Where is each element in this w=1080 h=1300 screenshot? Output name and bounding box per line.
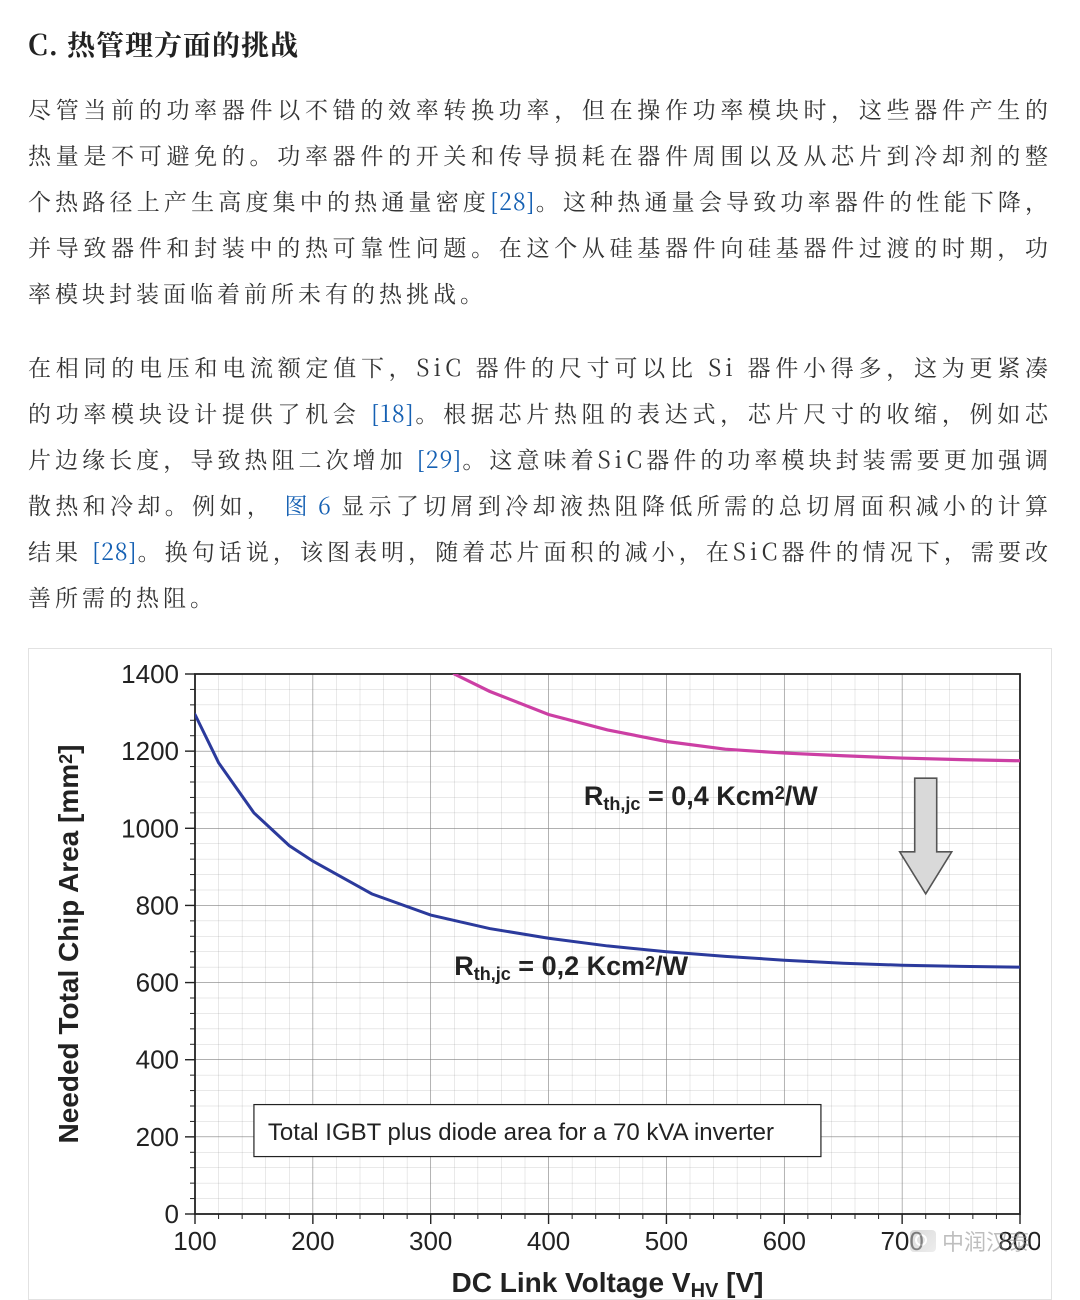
svg-text:1200: 1200	[121, 736, 179, 766]
ref-link-18[interactable]: [18]	[371, 396, 415, 429]
svg-text:1400: 1400	[121, 659, 179, 689]
ref-link-28b[interactable]: [28]	[92, 534, 138, 567]
svg-text:800: 800	[998, 1226, 1040, 1256]
svg-text:800: 800	[136, 890, 179, 920]
svg-text:Total IGBT plus diode area for: Total IGBT plus diode area for a 70 kVA …	[268, 1119, 774, 1146]
svg-text:400: 400	[136, 1045, 179, 1075]
paragraph-1: 尽管当前的功率器件以不错的效率转换功率，但在操作功率模块时，这些器件产生的热量是…	[28, 86, 1052, 316]
ref-link-28a[interactable]: [28]	[490, 184, 536, 217]
svg-text:0: 0	[165, 1199, 179, 1229]
svg-text:1000: 1000	[121, 813, 179, 843]
p2-t5: 。换句话说，该图表明，随着芯片面积的减小，在SiC器件的情况下，需要改善所需的热…	[28, 534, 1052, 613]
svg-text:Needed Total Chip Area [mm2]: Needed Total Chip Area [mm2]	[53, 745, 84, 1144]
svg-text:300: 300	[409, 1226, 452, 1256]
svg-text:200: 200	[291, 1226, 334, 1256]
figure-6-chart: 100 200 300 400 500 600 700 800 0 200 400 600 800 100…	[40, 659, 1040, 1299]
figure-link-6[interactable]: 图 6	[284, 488, 341, 521]
svg-text:500: 500	[645, 1226, 688, 1256]
svg-text:200: 200	[136, 1122, 179, 1152]
paragraph-2: 在相同的电压和电流额定值下，SiC 器件的尺寸可以比 Si 器件小得多，这为更紧…	[28, 344, 1052, 620]
ref-link-29[interactable]: [29]	[417, 442, 463, 475]
svg-text:600: 600	[763, 1226, 806, 1256]
svg-text:100: 100	[173, 1226, 216, 1256]
figure-6-container: 100 200 300 400 500 600 700 800 0 200 400 600 800 100…	[28, 648, 1052, 1300]
svg-text:400: 400	[527, 1226, 570, 1256]
section-heading: C. 热管理方面的挑战	[28, 24, 1052, 64]
svg-text:700: 700	[880, 1226, 923, 1256]
svg-text:600: 600	[136, 968, 179, 998]
